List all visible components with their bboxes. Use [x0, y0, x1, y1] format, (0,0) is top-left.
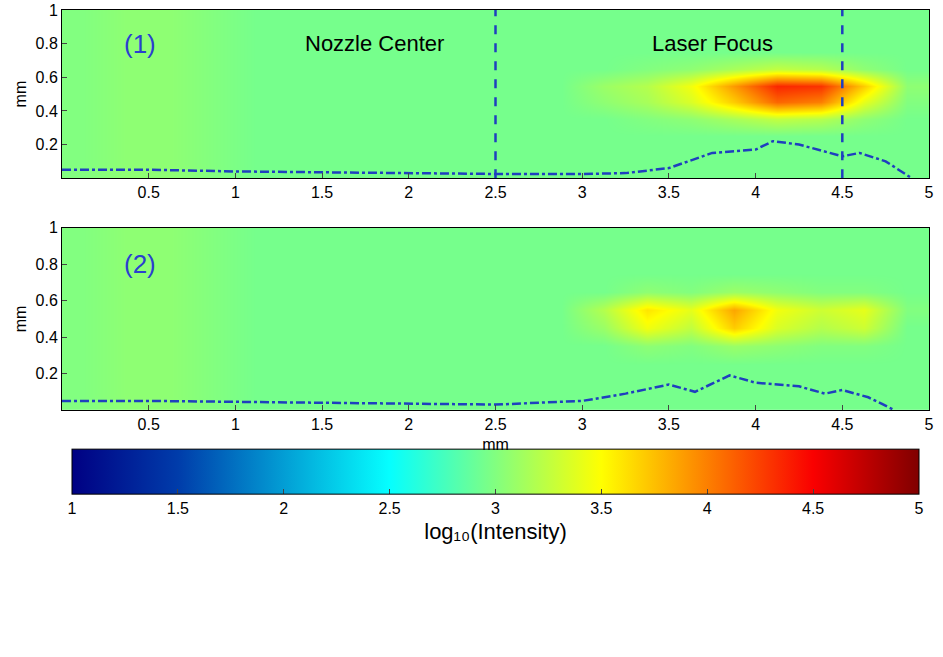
svg-text:0.2: 0.2: [36, 136, 58, 153]
svg-text:1.5: 1.5: [167, 500, 189, 517]
svg-text:2.5: 2.5: [379, 500, 401, 517]
svg-text:3.5: 3.5: [658, 184, 680, 201]
svg-text:5: 5: [925, 184, 934, 201]
svg-text:0.5: 0.5: [138, 184, 160, 201]
svg-text:3: 3: [491, 500, 500, 517]
svg-text:3.5: 3.5: [658, 416, 680, 433]
svg-text:2.5: 2.5: [484, 184, 506, 201]
svg-text:4.5: 4.5: [802, 500, 824, 517]
svg-text:1.5: 1.5: [311, 184, 333, 201]
svg-text:2.5: 2.5: [484, 416, 506, 433]
svg-text:log₁₀(Intensity): log₁₀(Intensity): [424, 519, 567, 544]
svg-text:1: 1: [68, 500, 77, 517]
svg-text:2: 2: [404, 184, 413, 201]
svg-text:4.5: 4.5: [831, 184, 853, 201]
svg-text:4: 4: [751, 416, 760, 433]
svg-text:4: 4: [751, 184, 760, 201]
svg-text:0.2: 0.2: [36, 365, 58, 382]
svg-text:Laser Focus: Laser Focus: [652, 31, 773, 56]
svg-text:5: 5: [925, 416, 934, 433]
svg-text:(1): (1): [124, 29, 156, 59]
svg-text:1: 1: [231, 416, 240, 433]
svg-text:(2): (2): [124, 249, 156, 279]
svg-text:0.6: 0.6: [36, 292, 58, 309]
svg-text:0.4: 0.4: [36, 103, 58, 120]
svg-text:0.6: 0.6: [36, 69, 58, 86]
svg-text:0.5: 0.5: [138, 416, 160, 433]
svg-text:1: 1: [49, 219, 58, 236]
svg-text:3.5: 3.5: [590, 500, 612, 517]
svg-text:0.8: 0.8: [36, 35, 58, 52]
svg-text:3: 3: [578, 184, 587, 201]
svg-text:0.4: 0.4: [36, 329, 58, 346]
svg-text:2: 2: [279, 500, 288, 517]
svg-text:mm: mm: [482, 436, 509, 453]
svg-text:2: 2: [404, 416, 413, 433]
svg-text:mm: mm: [12, 306, 29, 333]
svg-text:0.8: 0.8: [36, 256, 58, 273]
svg-text:4.5: 4.5: [831, 416, 853, 433]
svg-text:1.5: 1.5: [311, 416, 333, 433]
svg-text:5: 5: [915, 500, 924, 517]
svg-text:3: 3: [578, 416, 587, 433]
svg-text:Nozzle Center: Nozzle Center: [305, 31, 444, 56]
svg-text:1: 1: [49, 2, 58, 19]
svg-text:1: 1: [231, 184, 240, 201]
svg-text:4: 4: [703, 500, 712, 517]
svg-text:mm: mm: [12, 81, 29, 108]
